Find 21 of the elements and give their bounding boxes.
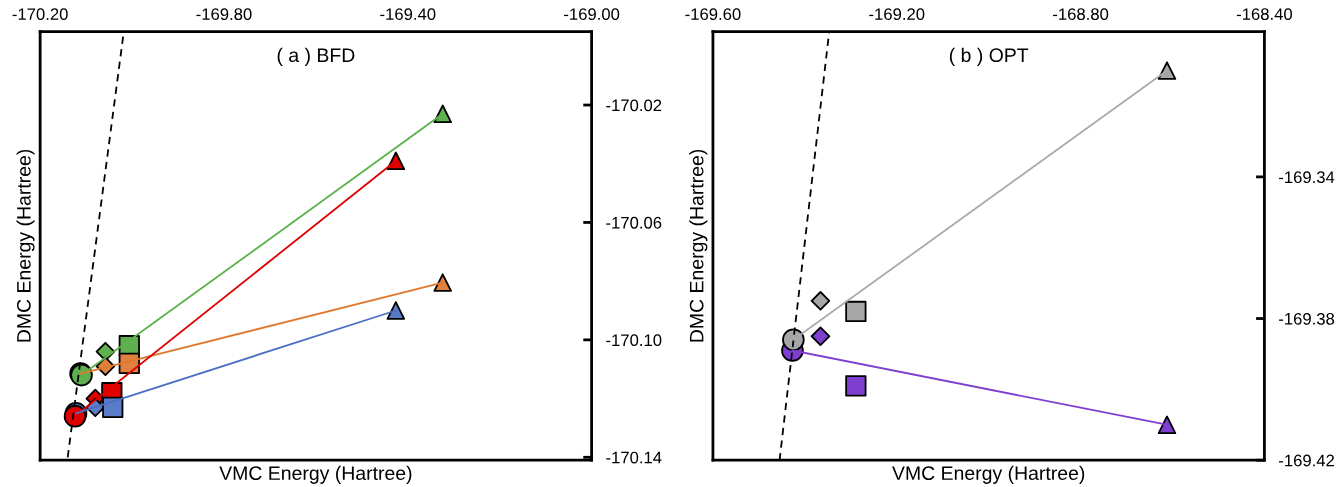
x-tick-label: -170.20 [12,8,68,21]
y-tick-label: -170.10 [606,334,662,347]
x-tick-label: -169.20 [869,8,925,21]
y-tick-label: -169.38 [1279,312,1335,325]
x-axis-title: VMC Energy (Hartree) [219,465,412,484]
y-tick-label: -170.14 [606,451,662,464]
y-tick-label: -170.06 [606,216,662,229]
x-tick-label: -169.60 [685,8,741,21]
x-tick-label: -168.40 [1236,8,1293,21]
x-axis-title: VMC Energy (Hartree) [892,465,1085,484]
text: ( a ) BFD [277,47,355,66]
x-tick-label: -169.00 [564,8,620,21]
x-tick-label: -169.80 [196,8,252,21]
y-tick-label: -170.02 [606,99,662,112]
x-tick-label: -168.80 [1053,8,1109,21]
y-tick-label: -169.34 [1279,171,1335,184]
y-tick-label: -169.42 [1279,454,1334,467]
y-axis-title: DMC Energy (Hartree) [16,149,35,342]
x-tick-label: -169.40 [380,8,436,21]
y-axis-title: DMC Energy (Hartree) [689,149,708,342]
text: ( b ) OPT [949,47,1029,66]
